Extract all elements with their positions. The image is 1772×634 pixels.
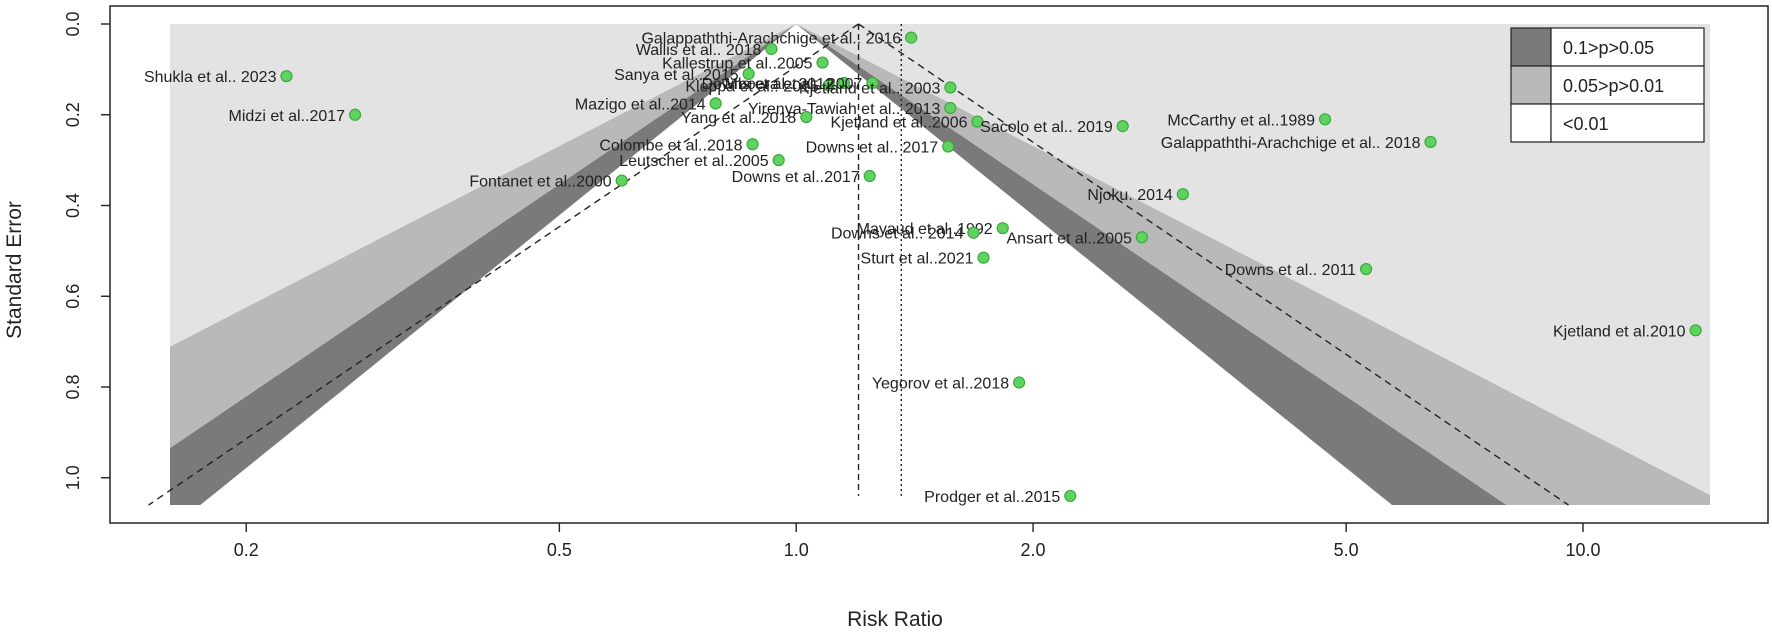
study-point bbox=[1424, 135, 1437, 149]
study-point bbox=[837, 76, 851, 90]
x-tick-label: 10.0 bbox=[1566, 540, 1601, 560]
study-point bbox=[348, 108, 362, 121]
pseudo-ci-left-line bbox=[148, 23, 859, 506]
study-label: Sanya et al..2015 bbox=[614, 67, 739, 84]
legend-label: 0.05>p>0.01 bbox=[1563, 76, 1664, 96]
study-point bbox=[1064, 489, 1077, 503]
study-label: Downs et al.. 2012 bbox=[701, 76, 834, 93]
study-label: Kjetland et al..2006 bbox=[831, 115, 968, 132]
study-label: Kallestrup et al..2005 bbox=[662, 56, 812, 73]
study-point bbox=[280, 70, 293, 83]
pseudo-ci-right-line bbox=[858, 23, 1569, 506]
study-points: Shukla et al.. 2023 Midzi et al..2017 Gala… bbox=[144, 31, 1702, 506]
study-label: Ansart et al..2005 bbox=[1006, 230, 1132, 247]
study-label: Wallis et al.. 2018 bbox=[636, 42, 762, 59]
study-point bbox=[1135, 231, 1148, 244]
y-tick-label: 1.0 bbox=[63, 465, 83, 490]
study-label: Downs et al..2017 bbox=[732, 169, 860, 186]
study-point bbox=[944, 101, 957, 115]
y-tick-label: 0.0 bbox=[63, 11, 83, 36]
y-tick-label: 0.2 bbox=[63, 102, 83, 127]
x-tick-label: 0.2 bbox=[234, 540, 259, 560]
legend-swatch bbox=[1510, 103, 1552, 143]
study-point bbox=[822, 79, 835, 92]
study-label: McCarthy et al..1989 bbox=[1167, 112, 1315, 129]
study-point bbox=[742, 67, 755, 81]
y-tick-label: 0.6 bbox=[63, 284, 83, 309]
study-point bbox=[1116, 119, 1129, 133]
study-point bbox=[765, 42, 778, 56]
study-point bbox=[944, 81, 957, 94]
study-label: Fontanet et al..2000 bbox=[469, 174, 611, 191]
reference-lines bbox=[148, 23, 1569, 506]
study-label: Galappaththi-Arachchige et al.. 2018 bbox=[1161, 135, 1421, 152]
legend-label: 0.1>p>0.05 bbox=[1563, 38, 1654, 58]
study-point bbox=[977, 251, 990, 264]
study-label: Midzi et al..2017 bbox=[229, 108, 346, 125]
study-label: Kjetland et al.. 2003 bbox=[799, 81, 941, 98]
study-point bbox=[1013, 376, 1026, 389]
study-label: Downs et al.. 2014 bbox=[831, 226, 964, 243]
study-point bbox=[709, 97, 722, 110]
study-label: Yang et al..2018 bbox=[681, 110, 796, 127]
study-point bbox=[967, 226, 980, 239]
study-label: Yegorov et al..2018 bbox=[872, 375, 1009, 392]
study-label: Kleppa et al.. 2015 bbox=[685, 78, 819, 95]
study-label: Mazigo et al..2014 bbox=[575, 96, 706, 113]
study-point bbox=[816, 56, 829, 69]
study-label: Sacolo et al.. 2019 bbox=[980, 119, 1113, 136]
study-label: Colombe et al..2018 bbox=[599, 137, 742, 154]
x-tick-label: 2.0 bbox=[1021, 540, 1046, 560]
study-point bbox=[615, 174, 628, 187]
study-point bbox=[863, 169, 876, 183]
x-tick-label: 1.0 bbox=[784, 540, 809, 560]
axes: Risk Ratio Standard Error 0.2 0.5 1.0 2.0 5.… bbox=[3, 11, 1601, 631]
study-point bbox=[905, 31, 918, 44]
x-tick-label: 5.0 bbox=[1334, 540, 1359, 560]
study-point bbox=[996, 222, 1009, 235]
legend-cell bbox=[1550, 27, 1705, 67]
study-label: Galappaththi-Arachchige et al.. 2016 bbox=[641, 31, 901, 48]
legend-swatch bbox=[1510, 65, 1552, 105]
study-label: Shukla et al.. 2023 bbox=[144, 69, 277, 86]
study-point bbox=[971, 115, 984, 128]
study-point bbox=[1689, 324, 1702, 337]
study-point bbox=[1176, 188, 1189, 201]
region-p-above-0.1 bbox=[200, 24, 1393, 505]
plot-frame bbox=[109, 5, 1769, 524]
x-axis-label: Risk Ratio bbox=[847, 608, 943, 631]
study-label: Mboera et al.. 2007 bbox=[725, 76, 863, 93]
y-tick-label: 0.4 bbox=[63, 193, 83, 218]
study-label: Downs et al.. 2011 bbox=[1225, 262, 1356, 279]
study-point bbox=[866, 76, 879, 90]
study-point bbox=[1318, 113, 1332, 126]
plot-border bbox=[109, 5, 1769, 524]
study-point bbox=[1359, 262, 1373, 276]
study-label: Kjetland et al.2010 bbox=[1553, 323, 1686, 340]
study-label: Downs et al.. 2017 bbox=[806, 140, 939, 157]
study-label: Njoku. 2014 bbox=[1087, 187, 1172, 204]
study-label: Yirenya-Tawiah et al.. 2013 bbox=[748, 101, 941, 118]
x-tick-label: 0.5 bbox=[547, 540, 572, 560]
study-point bbox=[942, 140, 955, 153]
legend-cell bbox=[1550, 103, 1705, 143]
study-point bbox=[772, 154, 785, 167]
study-label: Mayaud et al..1992 bbox=[857, 221, 993, 238]
y-axis-label: Standard Error bbox=[3, 201, 26, 339]
study-label: Leutscher et al..2005 bbox=[619, 153, 769, 170]
study-point bbox=[746, 138, 759, 151]
study-label: Sturt et al..2021 bbox=[861, 251, 974, 268]
legend-swatch bbox=[1510, 27, 1552, 67]
study-point bbox=[800, 110, 813, 124]
y-tick-label: 0.8 bbox=[63, 375, 83, 400]
legend-label: <0.01 bbox=[1563, 114, 1609, 134]
study-label: Prodger et al..2015 bbox=[924, 489, 1060, 506]
legend: 0.1>p>0.05 0.05>p>0.01 <0.01 bbox=[1510, 27, 1705, 143]
significance-contour-regions bbox=[170, 24, 1710, 505]
